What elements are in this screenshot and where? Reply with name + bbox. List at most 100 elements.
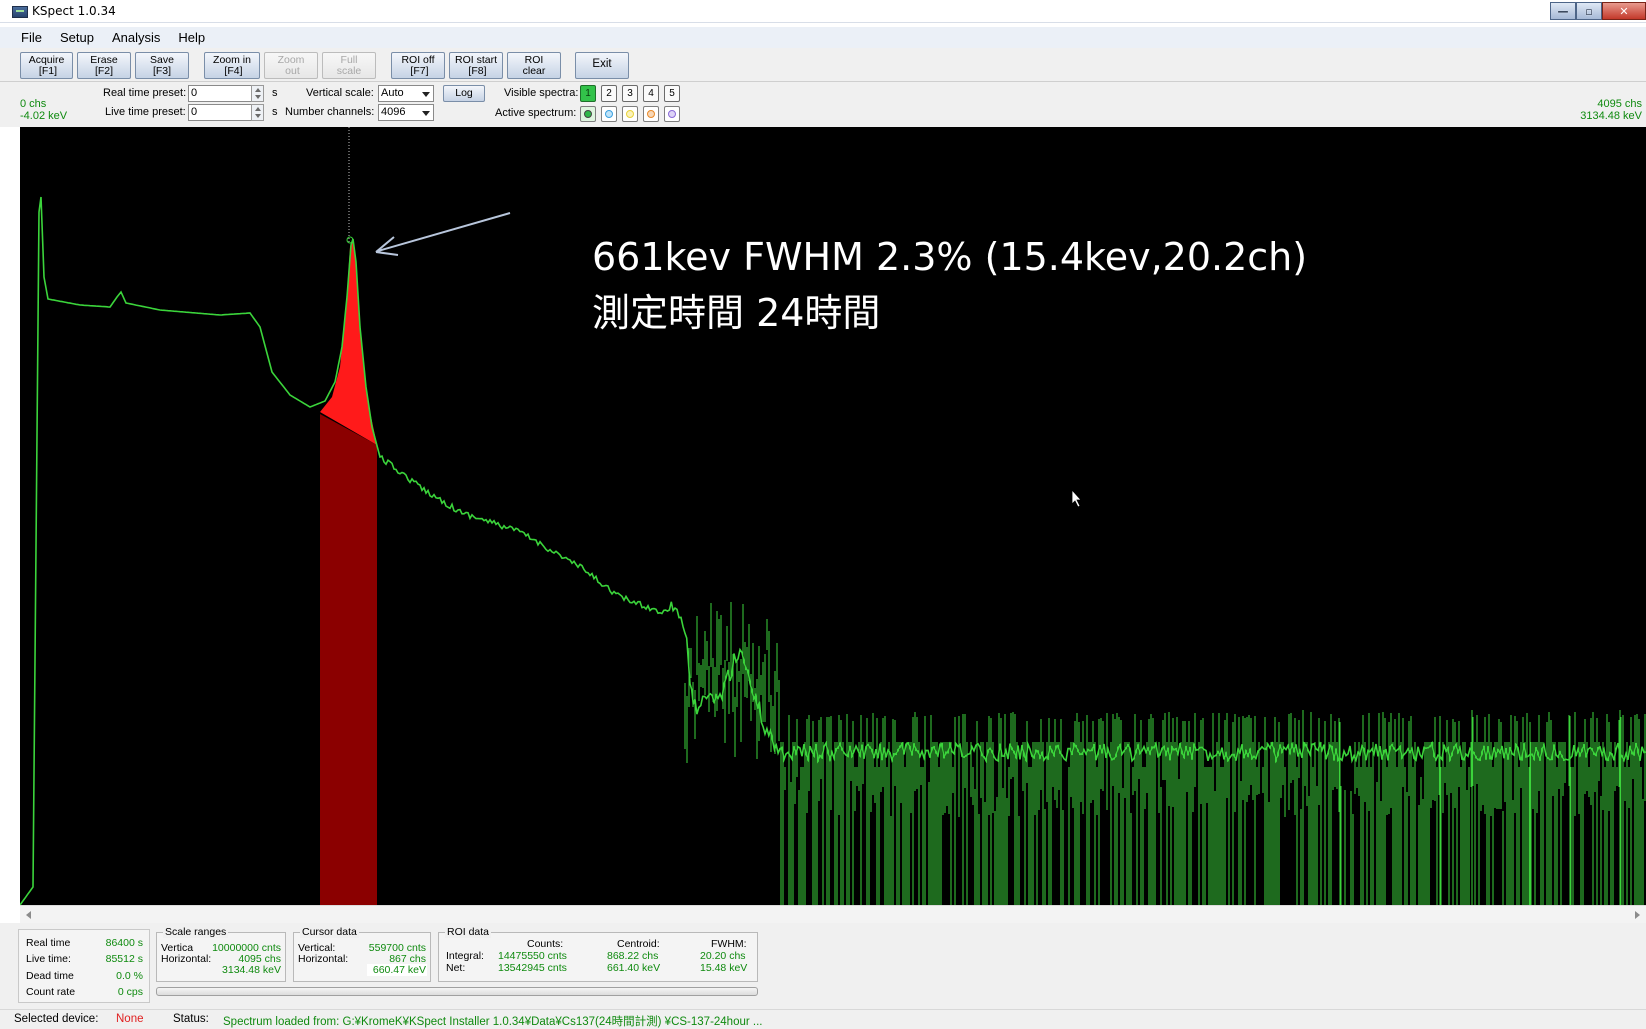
scroll-left-icon[interactable] bbox=[26, 911, 31, 919]
roi-data-title: ROI data bbox=[445, 926, 492, 938]
spectrum-plot[interactable]: 661kev FWHM 2.3% (15.4kev,20.2ch) 測定時間 2… bbox=[20, 127, 1646, 905]
visible-spectrum-5-toggle[interactable]: 5 bbox=[664, 85, 680, 102]
full-scale-button[interactable]: Full scale bbox=[322, 52, 376, 79]
cursor-vertical-value: 559700 cnts bbox=[368, 942, 426, 954]
close-icon[interactable]: ✕ bbox=[1602, 2, 1646, 20]
chevron-down-icon bbox=[422, 111, 430, 116]
status-label: Status: bbox=[173, 1013, 209, 1025]
scale-horizontal-kev: 3134.48 keV bbox=[222, 964, 281, 976]
roi-integral-centroid: 868.22 chs bbox=[607, 950, 659, 962]
visible-spectrum-2-toggle[interactable]: 2 bbox=[601, 85, 617, 102]
noise-spikes bbox=[684, 602, 1646, 905]
erase-button[interactable]: Erase [F2] bbox=[77, 52, 131, 79]
number-channels-value: 4096 bbox=[381, 106, 406, 118]
vertical-scale-select[interactable]: Auto bbox=[378, 85, 434, 102]
maximize-icon[interactable]: ▫ bbox=[1576, 2, 1602, 20]
roi-net-fwhm: 15.48 keV bbox=[700, 962, 748, 974]
active-spectrum-5-radio[interactable] bbox=[664, 106, 680, 122]
annotation-line-2: 測定時間 24時間 bbox=[592, 291, 881, 335]
minimize-icon[interactable]: — bbox=[1550, 2, 1576, 20]
left-edge-channel: 0 chs bbox=[20, 98, 47, 110]
active-spectrum-3-radio[interactable] bbox=[622, 106, 638, 122]
menu-setup[interactable]: Setup bbox=[59, 30, 94, 45]
spectrum-trace bbox=[20, 196, 1646, 905]
zoom-out-button[interactable]: Zoom out bbox=[264, 52, 318, 79]
spectrum-noise-tail bbox=[684, 602, 1646, 905]
annotation-arrow-shaft bbox=[377, 212, 511, 252]
info-panel: Real time 86400 s Live time: 85512 s Dea… bbox=[0, 923, 1646, 1009]
visible-spectrum-4-toggle[interactable]: 4 bbox=[643, 85, 659, 102]
live-time-spinner[interactable] bbox=[251, 104, 264, 121]
acquisition-progress-bar bbox=[156, 987, 758, 996]
active-spectrum-label: Active spectrum: bbox=[495, 107, 577, 119]
dead-time-value: 0.0 % bbox=[116, 970, 143, 982]
mouse-pointer-icon bbox=[1071, 488, 1082, 508]
scale-ranges-group: Scale ranges Vertica 10000000 cnts Horiz… bbox=[156, 926, 286, 982]
roi-net-counts: 13542945 cnts bbox=[498, 962, 567, 974]
window-title: KSpect 1.0.34 bbox=[32, 4, 116, 18]
roi-fwhm-header: FWHM: bbox=[711, 938, 747, 950]
scale-vertical-label: Vertica bbox=[161, 942, 194, 954]
active-spectrum-2-radio[interactable] bbox=[601, 106, 617, 122]
real-time-preset-input[interactable]: 0 bbox=[188, 85, 252, 102]
right-edge-channel: 4095 chs bbox=[1597, 98, 1642, 110]
dead-time-label: Dead time bbox=[26, 970, 74, 982]
right-edge-energy: 3134.48 keV bbox=[1580, 110, 1642, 122]
active-spectrum-1-radio[interactable] bbox=[580, 106, 596, 122]
visible-spectrum-3-toggle[interactable]: 3 bbox=[622, 85, 638, 102]
number-channels-label: Number channels: bbox=[285, 106, 375, 118]
roi-data-group: ROI data Counts: Centroid: FWHM: Integra… bbox=[438, 926, 758, 982]
controls-row: 0 chs -4.02 keV Real time preset: 0 s Li… bbox=[0, 82, 1646, 127]
number-channels-select[interactable]: 4096 bbox=[378, 104, 434, 121]
vertical-scale-value: Auto bbox=[381, 87, 404, 99]
roi-net-label: Net: bbox=[446, 962, 466, 974]
selected-device-value: None bbox=[116, 1013, 144, 1025]
active-spectrum-4-radio[interactable] bbox=[643, 106, 659, 122]
live-time-value: 85512 s bbox=[105, 953, 143, 965]
cursor-vertical-label: Vertical: bbox=[298, 942, 336, 954]
exit-button[interactable]: Exit bbox=[575, 52, 629, 79]
roi-centroid-header: Centroid: bbox=[617, 938, 660, 950]
count-rate-value: 0 cps bbox=[117, 986, 143, 998]
roi-off-button[interactable]: ROI off [F7] bbox=[391, 52, 445, 79]
roi-net-centroid: 661.40 keV bbox=[607, 962, 661, 974]
zoom-in-button[interactable]: Zoom in [F4] bbox=[204, 52, 260, 79]
save-button[interactable]: Save [F3] bbox=[135, 52, 189, 79]
status-bar: Selected device: None Status: Spectrum l… bbox=[0, 1009, 1646, 1029]
roi-integral-label: Integral: bbox=[446, 950, 484, 962]
window-controls: — ▫ ✕ bbox=[1550, 0, 1646, 22]
log-button[interactable]: Log bbox=[443, 85, 485, 102]
kspect-app-icon bbox=[12, 6, 28, 18]
roi-integral-fwhm: 20.20 chs bbox=[700, 950, 746, 962]
acquire-button[interactable]: Acquire [F1] bbox=[20, 52, 73, 79]
live-time-preset-input[interactable]: 0 bbox=[188, 104, 252, 121]
menu-bar: File Setup Analysis Help bbox=[0, 27, 1646, 48]
roi-start-button[interactable]: ROI start [F8] bbox=[449, 52, 503, 79]
annotation-line-1: 661kev FWHM 2.3% (15.4kev,20.2ch) bbox=[592, 235, 1308, 279]
roi-net-peak-region bbox=[320, 239, 377, 445]
menu-help[interactable]: Help bbox=[178, 30, 206, 45]
scroll-right-icon[interactable] bbox=[1635, 911, 1640, 919]
scale-ranges-title: Scale ranges bbox=[163, 926, 229, 938]
live-time-unit: s bbox=[272, 106, 278, 118]
real-time-spinner[interactable] bbox=[251, 85, 264, 102]
real-time-preset-label: Real time preset: bbox=[103, 87, 187, 99]
left-edge-energy: -4.02 keV bbox=[20, 110, 68, 122]
roi-integral-counts: 14475550 cnts bbox=[498, 950, 567, 962]
cursor-horizontal-chs: 867 chs bbox=[389, 953, 426, 965]
toolbar: Acquire [F1] Erase [F2] Save [F3] Zoom i… bbox=[0, 48, 1646, 82]
status-message: Spectrum loaded from: G:¥KromeK¥KSpect I… bbox=[223, 1016, 763, 1028]
cursor-horizontal-label: Horizontal: bbox=[298, 953, 349, 965]
horizontal-scrollbar[interactable] bbox=[20, 905, 1646, 923]
roi-clear-button[interactable]: ROI clear bbox=[507, 52, 561, 79]
live-time-label: Live time: bbox=[26, 953, 71, 965]
visible-spectrum-1-toggle[interactable]: 1 bbox=[580, 85, 596, 102]
roi-baseline-region bbox=[320, 414, 377, 905]
timing-group: Real time 86400 s Live time: 85512 s Dea… bbox=[18, 929, 150, 1003]
spectrum-canvas bbox=[20, 127, 1646, 905]
scale-horizontal-chs: 4095 chs bbox=[238, 953, 281, 965]
menu-analysis[interactable]: Analysis bbox=[111, 30, 161, 45]
roi-counts-header: Counts: bbox=[527, 938, 564, 950]
menu-file[interactable]: File bbox=[21, 30, 42, 45]
vertical-scale-label: Vertical scale: bbox=[306, 87, 374, 99]
